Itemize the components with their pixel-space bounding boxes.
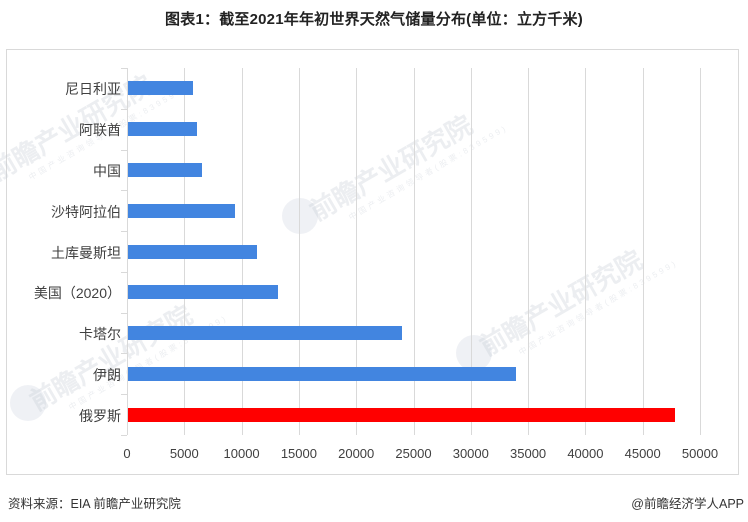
bar [128, 326, 402, 341]
gridline [356, 68, 358, 435]
bar [128, 122, 197, 137]
x-tick-label: 5000 [169, 446, 199, 461]
plot-area [121, 68, 701, 436]
bar [128, 366, 517, 381]
chart-frame [6, 49, 739, 475]
gridline [700, 68, 701, 435]
y-category-label: 土库曼斯坦 [51, 244, 121, 261]
y-tick [121, 68, 127, 69]
y-tick [121, 271, 127, 273]
bar [128, 203, 235, 218]
x-tick-label: 45000 [624, 446, 661, 461]
y-category-label: 俄罗斯 [79, 407, 121, 424]
chart-title: 图表1：截至2021年年初世界天然气储量分布(单位：立方千米) [165, 11, 583, 28]
x-tick-label: 25000 [395, 446, 432, 461]
credit-note: @前瞻经济学人APP [631, 497, 744, 511]
y-category-label: 尼日利亚 [65, 81, 121, 98]
x-tick-label: 50000 [681, 446, 719, 461]
y-tick [121, 353, 127, 355]
y-tick [121, 231, 127, 233]
gridline [298, 68, 300, 435]
x-tick-label: 0 [123, 446, 131, 461]
y-tick [121, 108, 127, 110]
bar [128, 81, 194, 96]
gridline [642, 68, 644, 435]
x-tick-label: 30000 [452, 446, 489, 461]
source-note: 资料来源：EIA 前瞻产业研究院 [8, 497, 181, 511]
x-tick-label: 15000 [280, 446, 317, 461]
bar [128, 244, 258, 259]
y-tick [121, 394, 127, 396]
y-tick [121, 190, 127, 192]
y-tick [121, 435, 127, 436]
x-tick-label: 40000 [567, 446, 604, 461]
gridline [528, 68, 530, 435]
y-tick [121, 312, 127, 314]
x-tick-label: 10000 [223, 446, 260, 461]
gridline [413, 68, 415, 435]
y-category-label: 沙特阿拉伯 [51, 203, 121, 220]
x-tick-label: 20000 [338, 446, 375, 461]
y-axis-line [127, 68, 128, 435]
bar [128, 285, 279, 300]
gridline [470, 68, 472, 435]
y-tick [121, 149, 127, 151]
bar [128, 162, 203, 177]
y-category-label: 阿联酋 [79, 122, 121, 139]
y-category-label: 美国（2020） [33, 285, 121, 302]
y-category-label: 伊朗 [93, 366, 121, 383]
y-category-label: 卡塔尔 [79, 326, 121, 343]
y-category-label: 中国 [93, 162, 121, 179]
x-tick-label: 35000 [510, 446, 547, 461]
bar [128, 407, 675, 422]
gridline [585, 68, 587, 435]
